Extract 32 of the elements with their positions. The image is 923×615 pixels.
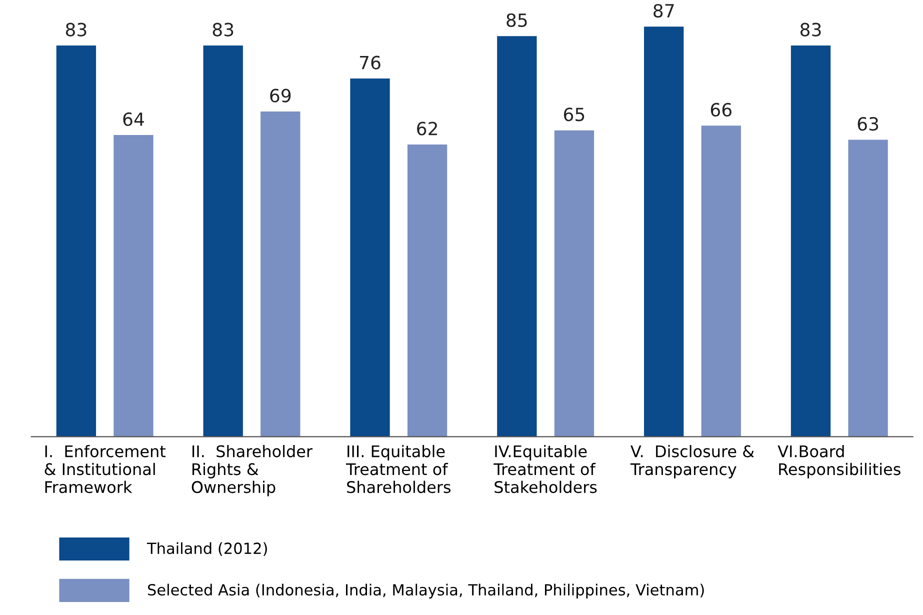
bar xyxy=(701,126,741,437)
x-tick-label: III. Equitable Treatment of Shareholders xyxy=(346,444,451,494)
bar xyxy=(350,78,390,437)
x-tick-label: I. Enforcement & Institutional Framework xyxy=(44,444,166,494)
data-label: 76 xyxy=(360,56,380,70)
x-tick-label: V. Disclosure & Transparency xyxy=(630,444,754,478)
bar xyxy=(203,46,243,437)
bar xyxy=(790,46,831,437)
bar xyxy=(497,36,537,437)
data-label: 83 xyxy=(212,22,234,36)
data-label: 69 xyxy=(270,88,291,102)
data-label: 83 xyxy=(800,22,821,36)
bar xyxy=(260,111,300,437)
legend-label: Selected Asia (Indonesia, India, Malaysia, Thailand, Philippines, Vietnam) xyxy=(148,584,704,599)
data-label: 87 xyxy=(654,4,674,18)
data-label: 85 xyxy=(506,13,527,28)
bar xyxy=(114,135,154,437)
data-label: 65 xyxy=(564,108,584,122)
bar xyxy=(554,130,594,437)
x-tick-label: IV.Equitable Treatment of Stakeholders xyxy=(494,444,597,494)
data-label: 66 xyxy=(710,102,732,117)
bar xyxy=(848,140,888,437)
x-tick-label: II. Shareholder Rights & Ownership xyxy=(192,444,313,496)
data-label: 83 xyxy=(66,22,86,36)
bar xyxy=(644,26,684,437)
data-label: 62 xyxy=(417,122,437,136)
legend-label: Thailand (2012) xyxy=(146,542,267,556)
bar xyxy=(407,144,448,437)
bar xyxy=(56,46,96,437)
x-tick-label: VI.Board Responsibilities xyxy=(778,444,900,478)
data-label: 63 xyxy=(858,117,878,131)
data-label: 64 xyxy=(123,112,144,126)
